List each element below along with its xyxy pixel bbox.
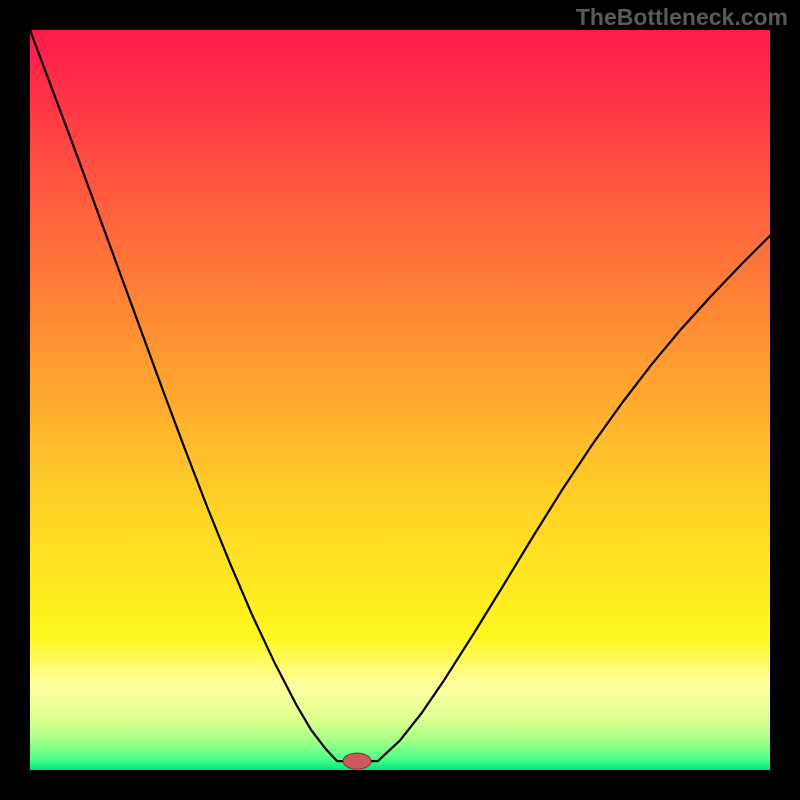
gradient-background (30, 30, 770, 770)
optimal-marker (343, 753, 371, 769)
watermark-text: TheBottleneck.com (576, 4, 788, 31)
plot-area (30, 30, 770, 770)
plot-svg (30, 30, 770, 770)
